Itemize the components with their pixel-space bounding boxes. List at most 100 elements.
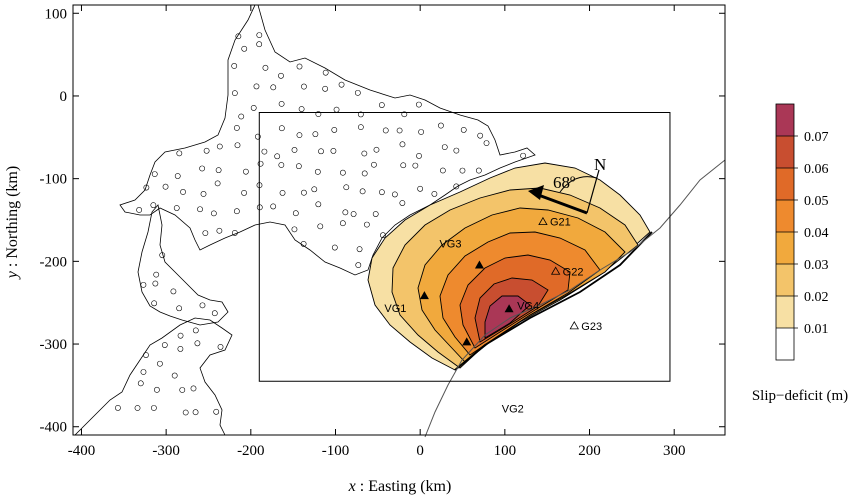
gps-station (412, 162, 419, 169)
site-label: VG2 (502, 403, 524, 415)
site-marker-filled (504, 304, 514, 313)
colorbar-swatch (776, 296, 794, 328)
gps-station (211, 310, 218, 317)
gps-station (371, 161, 377, 168)
site-label: G21 (550, 217, 571, 229)
gps-station (312, 131, 319, 138)
gps-station (372, 211, 379, 217)
gps-station (441, 144, 448, 150)
gps-station (300, 241, 307, 247)
gps-station (301, 83, 307, 90)
north-letter: N (594, 155, 606, 174)
gps-station (199, 165, 206, 172)
fault-edge (454, 231, 653, 371)
gps-station (382, 127, 389, 134)
gps-station (257, 160, 264, 167)
gps-station (298, 106, 305, 112)
sites: VG1 VG2 VG3 VG4 G21 G22 G23 (384, 217, 602, 416)
gps-station (322, 85, 329, 92)
gps-station (200, 191, 207, 197)
gps-station (241, 190, 247, 196)
gps-station (520, 152, 526, 159)
gps-station (192, 327, 199, 334)
site-marker-filled (474, 260, 484, 269)
gps-station (417, 185, 424, 192)
gps-station (180, 189, 186, 195)
gps-station (231, 90, 238, 97)
gps-station (182, 409, 189, 416)
gps-station (151, 171, 158, 178)
gps-station (274, 153, 281, 160)
gps-station (154, 386, 160, 393)
gps-station (291, 147, 298, 153)
gps-station (459, 167, 466, 174)
coastline-honshu (74, 317, 233, 435)
gps-station (170, 288, 177, 295)
gps-station (355, 262, 362, 268)
gps-station (270, 203, 277, 210)
gps-station (176, 305, 183, 312)
site-label: VG4 (517, 300, 539, 312)
gps-station (338, 81, 345, 88)
gps-station (231, 63, 238, 69)
colorbar-swatch (776, 264, 794, 296)
angle-label: 68º (553, 173, 575, 192)
land-and-stations (74, 5, 536, 435)
gps-station (331, 127, 338, 133)
gps-station (261, 148, 268, 155)
coastline-south (137, 204, 229, 326)
gps-station (475, 167, 482, 174)
colorbar-tick-label: 0.02 (804, 290, 829, 305)
gps-station (322, 69, 329, 76)
gps-station (216, 227, 223, 234)
x-tick-label: -200 (237, 443, 265, 459)
site-label: VG3 (439, 238, 461, 250)
gps-station (238, 113, 245, 120)
slip-contours (367, 162, 653, 371)
site-label: G23 (581, 321, 602, 333)
gps-station (190, 385, 197, 392)
coastline (119, 5, 536, 276)
gps-station (354, 89, 361, 96)
colorbar-swatch (776, 200, 794, 232)
gps-station (477, 132, 484, 139)
x-tick-label: -300 (152, 443, 180, 459)
gps-station (256, 32, 263, 38)
gps-station (357, 124, 364, 131)
gps-station (453, 183, 460, 190)
x-axis-ticks: -400 -300 -200 -100 0 100 200 300 (68, 5, 685, 459)
gps-station (262, 64, 269, 71)
gps-station (253, 83, 260, 90)
colorbar-tick-label: 0.05 (804, 194, 829, 209)
gps-station (296, 132, 303, 139)
gps-station (396, 127, 403, 134)
gps-station (333, 106, 340, 113)
gps-station (361, 170, 368, 177)
y-tick-label: -300 (40, 337, 68, 353)
colorbar-swatch (776, 136, 794, 168)
colorbar: 0.01 0.02 0.03 0.04 0.05 0.06 0.07 (775, 103, 829, 361)
gps-station (357, 111, 364, 118)
site-marker-filled (419, 291, 429, 300)
colorbar-tick-label: 0.07 (804, 130, 829, 145)
gps-station (363, 221, 370, 228)
colorbar-swatch (776, 168, 794, 200)
y-tick-label: -400 (40, 420, 68, 436)
gps-station (199, 302, 206, 309)
site-marker-open (569, 321, 579, 330)
gps-station (152, 280, 159, 287)
gps-station (136, 207, 143, 213)
gps-station (217, 344, 224, 350)
gps-station (143, 184, 150, 191)
gps-station (242, 168, 249, 175)
gps-station (330, 147, 337, 154)
gps-station (250, 105, 257, 111)
gps-station (317, 223, 324, 230)
colorbar-swatch (776, 328, 794, 360)
gps-station (202, 230, 209, 237)
gps-station (343, 184, 350, 191)
gps-station (177, 346, 184, 352)
y-axis-title: y : Northing (km) (4, 166, 21, 280)
gps-station (176, 150, 183, 157)
y-tick-label: -100 (40, 172, 68, 188)
